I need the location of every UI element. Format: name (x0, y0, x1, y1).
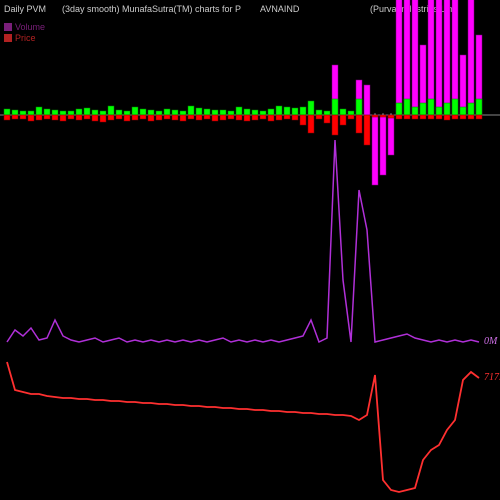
chart-canvas (0, 0, 500, 500)
volume-end-label: 0M (484, 336, 497, 347)
price-end-label: 717.60 (484, 372, 500, 383)
